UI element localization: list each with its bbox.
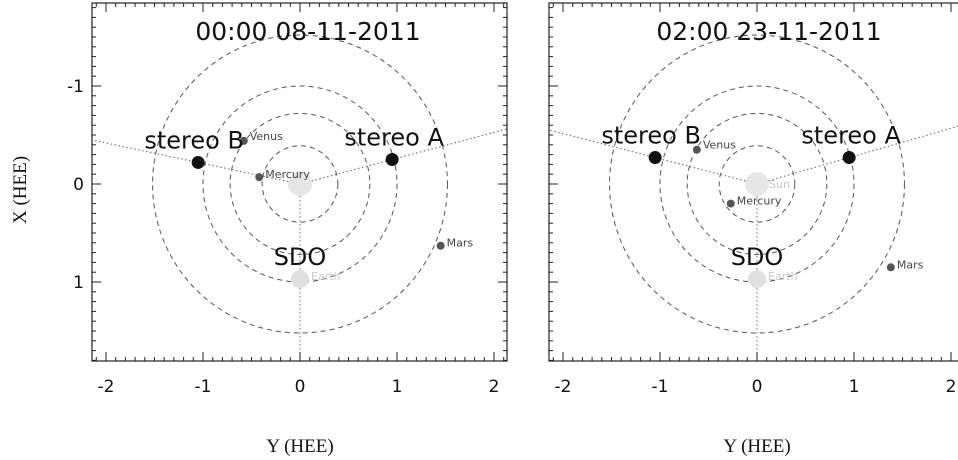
- orbit-ring-4: [152, 34, 448, 334]
- panel-right-content: Sun Venus Mercury Earth Mars stereo B stereo A…: [549, 34, 958, 361]
- sun-marker: [288, 172, 312, 196]
- planet-venus-marker: [239, 136, 248, 145]
- x-tick-label: 2: [489, 377, 500, 397]
- planet-mars-marker: [886, 263, 895, 272]
- x-tick-labels-left: -2 -1 0 1 2: [98, 377, 500, 397]
- x-tick-label: -1: [195, 377, 212, 397]
- x-tick-label: 0: [752, 377, 763, 397]
- spacecraft-stereo-a-label: stereo A: [801, 122, 901, 150]
- x-axis-title-right: Y (HEE): [723, 436, 790, 457]
- line-of-sight-stereo-b: [549, 129, 758, 185]
- spacecraft-sdo-label: SDO: [274, 243, 327, 271]
- spacecraft-stereo-a-label: stereo A: [344, 124, 444, 152]
- planet-earth-label: Earth: [768, 270, 798, 283]
- planet-venus-label: Venus: [703, 139, 736, 152]
- orbit-ring-4: [609, 34, 905, 334]
- planet-earth-label: Earth: [311, 270, 341, 283]
- x-tick-label: -2: [98, 377, 115, 397]
- orbit-ring-2: [229, 112, 371, 256]
- x-tick-labels-right: -2 -1 0 1 2: [555, 377, 957, 397]
- spacecraft-stereo-b-label: stereo B: [144, 126, 244, 154]
- panel-left-content: Venus Mercury Earth Mars stereo B stereo A SDO: [92, 34, 507, 361]
- planet-mars-label: Mars: [897, 258, 924, 271]
- panel-right-title: 02:00 23-11-2011: [656, 17, 881, 46]
- panel-right-plot-area: Sun Venus Mercury Earth Mars stereo B stereo A…: [549, 34, 958, 361]
- panel-left: Venus Mercury Earth Mars stereo B stereo A SDO…: [91, 2, 508, 362]
- x-tick-label: 1: [849, 377, 860, 397]
- panel-right: Sun Venus Mercury Earth Mars stereo B stereo A…: [548, 2, 958, 362]
- planet-mercury-label: Mercury: [265, 168, 310, 181]
- orbit-ring-3: [202, 85, 398, 283]
- panel-right-ticks: [549, 3, 952, 361]
- sun-label: Sun: [769, 178, 790, 191]
- y-tick-label: 0: [73, 175, 84, 195]
- spacecraft-stereo-b-label: stereo B: [601, 122, 701, 150]
- line-of-sight-stereo-b: [92, 139, 301, 185]
- planet-earth-marker: [291, 270, 309, 289]
- spacecraft-stereo-b-marker: [648, 151, 662, 165]
- orbit-ring-1: [718, 145, 796, 223]
- panel-left-ticks: [92, 3, 507, 361]
- y-tick-label: 1: [73, 273, 84, 293]
- y-axis-title: X (HEE): [10, 156, 31, 224]
- x-axis-title-left: Y (HEE): [266, 436, 333, 457]
- spacecraft-stereo-a-marker: [842, 151, 856, 165]
- orbit-ring-2: [686, 112, 828, 256]
- orbit-ring-1: [261, 145, 339, 223]
- panel-right-frame: [548, 2, 958, 362]
- x-tick-label: -2: [555, 377, 572, 397]
- planet-venus-label: Venus: [250, 130, 283, 143]
- panel-left-plot-area: Venus Mercury Earth Mars stereo B stereo A SDO: [92, 34, 507, 361]
- planet-earth-marker: [748, 270, 766, 289]
- orbit-ring-3: [659, 85, 855, 283]
- panel-left-title: 00:00 08-11-2011: [195, 17, 420, 46]
- planet-mercury-marker: [726, 199, 735, 208]
- planet-venus-marker: [692, 145, 701, 154]
- y-tick-labels: -1 0 1: [67, 77, 84, 293]
- sun-marker: [745, 172, 769, 196]
- spacecraft-stereo-a-marker: [385, 153, 399, 166]
- planet-mars-label: Mars: [447, 237, 474, 250]
- planet-mercury-marker: [255, 173, 264, 182]
- x-tick-label: 2: [946, 377, 957, 397]
- x-tick-label: 1: [392, 377, 403, 397]
- y-tick-label: -1: [67, 77, 84, 97]
- planet-mercury-label: Mercury: [737, 195, 782, 208]
- x-tick-label: 0: [295, 377, 306, 397]
- planet-mars-marker: [436, 241, 445, 250]
- spacecraft-stereo-b-marker: [191, 155, 205, 169]
- x-tick-label: -1: [652, 377, 669, 397]
- spacecraft-sdo-label: SDO: [731, 243, 784, 271]
